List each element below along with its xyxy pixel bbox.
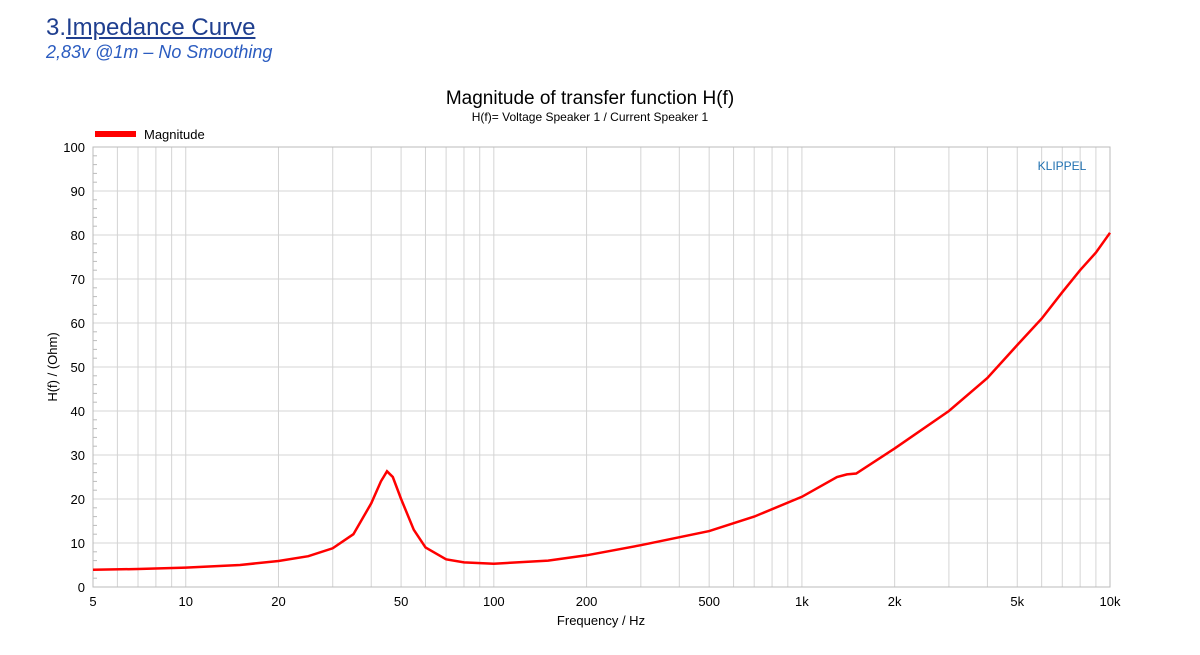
y-tick-label: 30 xyxy=(71,448,85,463)
y-tick-label: 60 xyxy=(71,316,85,331)
y-tick-label: 100 xyxy=(63,140,85,155)
y-tick-label: 20 xyxy=(71,492,85,507)
y-tick-label: 50 xyxy=(71,360,85,375)
x-tick-label: 5k xyxy=(1010,594,1024,609)
chart-title: Magnitude of transfer function H(f) xyxy=(446,88,734,109)
section-title-text: Impedance Curve xyxy=(66,14,256,41)
section-title: 3.Impedance Curve xyxy=(46,14,255,42)
legend-swatch xyxy=(95,131,136,137)
y-tick-label: 10 xyxy=(71,536,85,551)
x-tick-label: 1k xyxy=(795,594,809,609)
y-tick-label: 40 xyxy=(71,404,85,419)
x-tick-label: 2k xyxy=(888,594,902,609)
x-tick-label: 200 xyxy=(576,594,598,609)
x-tick-label: 100 xyxy=(483,594,505,609)
section-subtitle: 2,83v @1m – No Smoothing xyxy=(46,42,273,62)
chart-subtitle: H(f)= Voltage Speaker 1 / Current Speake… xyxy=(472,110,709,124)
y-tick-label: 70 xyxy=(71,272,85,287)
legend-label: Magnitude xyxy=(144,127,205,142)
x-tick-label: 50 xyxy=(394,594,408,609)
y-tick-label: 80 xyxy=(71,228,85,243)
x-tick-label: 10k xyxy=(1100,594,1121,609)
y-axis-label: H(f) / (Ohm) xyxy=(45,332,60,401)
x-axis-label: Frequency / Hz xyxy=(557,613,645,628)
y-tick-label: 90 xyxy=(71,184,85,199)
x-tick-label: 10 xyxy=(179,594,193,609)
x-tick-label: 500 xyxy=(698,594,720,609)
plot-frame xyxy=(92,146,1111,588)
y-tick-label: 0 xyxy=(78,580,85,595)
section-number: 3. xyxy=(46,14,67,41)
magnitude-line xyxy=(92,232,1112,572)
x-tick-label: 5 xyxy=(89,594,96,609)
klippel-watermark: KLIPPEL xyxy=(1038,159,1087,173)
x-tick-label: 20 xyxy=(271,594,285,609)
